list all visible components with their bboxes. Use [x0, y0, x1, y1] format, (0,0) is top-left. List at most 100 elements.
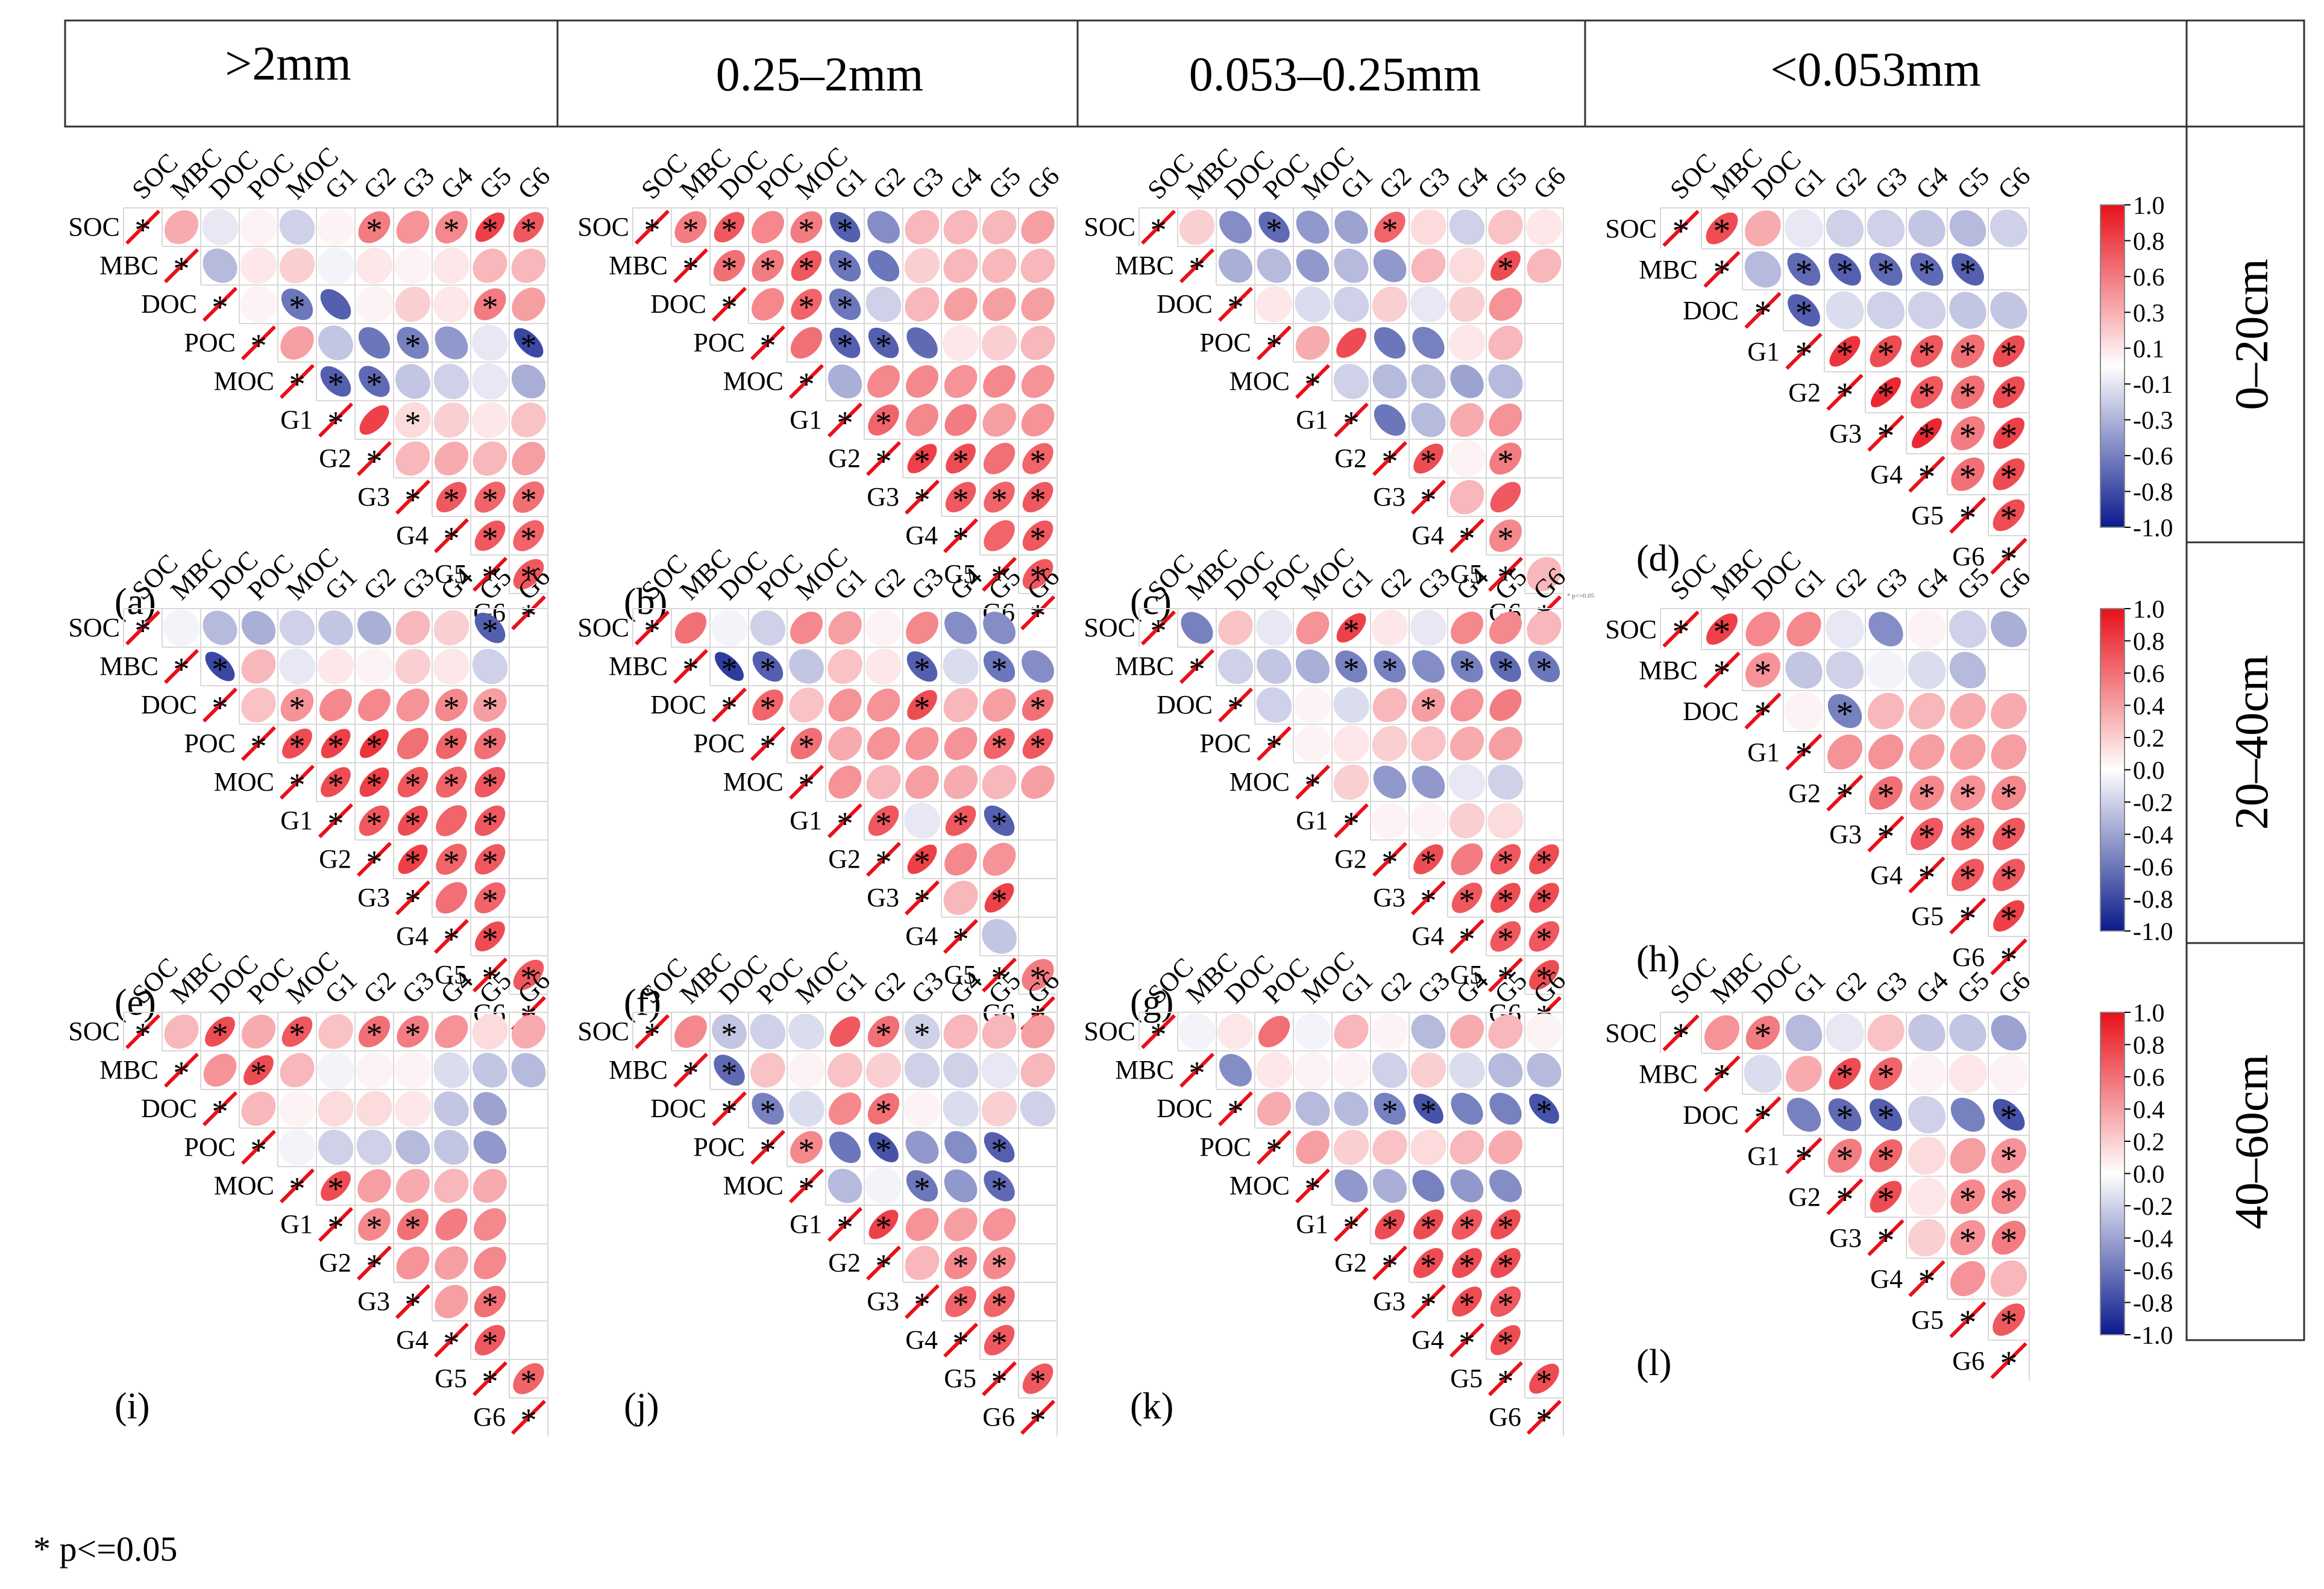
correlation-ellipse [1335, 650, 1368, 683]
diagonal-line [510, 1399, 547, 1435]
correlation-ellipse [241, 649, 276, 684]
correlation-ellipse [1022, 689, 1054, 721]
correlation-ellipse [1950, 1097, 1985, 1132]
correlation-ellipse [1867, 209, 1905, 248]
correlation-ellipse [789, 649, 824, 684]
diagonal-line [356, 841, 392, 877]
significance-mark: * [1189, 250, 1205, 286]
significance-mark: * [366, 443, 382, 479]
correlation-ellipse [1993, 859, 2025, 891]
correlation-ellipse [828, 765, 862, 799]
significance-mark: * [482, 882, 498, 918]
significance-mark: * [366, 1016, 382, 1052]
significance-mark: * [798, 766, 814, 803]
correlation-ellipse [1786, 1097, 1821, 1132]
correlation-ellipse [1826, 651, 1864, 689]
column-label: G3 [905, 161, 949, 205]
correlation-ellipse [1785, 651, 1823, 689]
correlation-ellipse [1021, 403, 1055, 437]
correlation-ellipse [318, 1014, 353, 1049]
column-label: G3 [1412, 562, 1456, 606]
correlation-ellipse [1990, 292, 2027, 329]
diagonal-line [1487, 957, 1524, 993]
significance-mark: * [1420, 1286, 1436, 1322]
correlation-ellipse [1372, 1168, 1407, 1203]
correlation-ellipse [1826, 291, 1864, 330]
correlation-ellipse [1907, 1054, 1947, 1094]
diagonal-line [1256, 726, 1292, 762]
significance-mark: * [1497, 1247, 1513, 1283]
correlation-panel: SOCMBCDOCG1G2G3G4G5G6SOCMBCDOCG1G2G3G4G5… [1605, 947, 2036, 1384]
correlation-ellipse [474, 844, 506, 875]
significance-mark: * [1497, 882, 1513, 918]
significance-mark: * [366, 805, 382, 841]
correlation-ellipse [1488, 1053, 1523, 1088]
correlation-ellipse [1908, 1136, 1946, 1175]
correlation-ellipse [1020, 325, 1055, 360]
row-label: MBC [1115, 1055, 1174, 1085]
column-label: G6 [512, 562, 556, 606]
correlation-ellipse [1449, 286, 1485, 322]
column-label: G4 [1910, 562, 1954, 606]
row-label: G5 [1911, 501, 1944, 530]
significance-mark: * [134, 1016, 151, 1052]
significance-mark: * [991, 1363, 1007, 1399]
column-label: G4 [1450, 161, 1494, 205]
column-label: G6 [1021, 562, 1065, 606]
correlation-ellipse [1867, 291, 1905, 330]
significance-mark: * [2000, 498, 2018, 538]
diagonal-line [673, 648, 709, 685]
correlation-ellipse [474, 1208, 506, 1241]
correlation-ellipse [942, 324, 979, 362]
significance-mark: * [1536, 1363, 1552, 1399]
correlation-ellipse [203, 1053, 237, 1087]
significance-mark: * [327, 366, 344, 402]
row-label: SOC [1084, 212, 1135, 242]
significance-mark: * [952, 1286, 969, 1322]
significance-mark: * [837, 327, 853, 363]
panel-label: (h) [1636, 939, 1680, 980]
correlation-ellipse [395, 364, 430, 399]
diagonal-line [1990, 538, 2027, 575]
significance-mark: * [366, 844, 382, 880]
diagonal-line [1487, 556, 1524, 592]
diagonal-line [1785, 1137, 1823, 1174]
correlation-ellipse [867, 1092, 900, 1125]
significance-mark: * [289, 689, 305, 726]
significance-mark: * [1459, 651, 1475, 687]
correlation-ellipse [1336, 613, 1366, 643]
row-label: DOC [141, 1094, 197, 1123]
correlation-ellipse [1411, 248, 1446, 283]
correlation-ellipse [396, 1246, 430, 1280]
correlation-ellipse [1181, 612, 1213, 644]
size-class-label-2: 0.053–0.25mm [1189, 48, 1481, 101]
significance-mark: * [1795, 735, 1813, 774]
correlation-ellipse [433, 648, 470, 685]
correlation-ellipse [905, 210, 940, 245]
correlation-ellipse [1490, 1248, 1521, 1278]
significance-mark: * [1795, 293, 1813, 333]
row-label: MBC [99, 651, 159, 681]
significance-mark: * [1381, 443, 1398, 479]
column-label: G3 [1869, 161, 1913, 205]
significance-mark: * [1536, 1402, 1552, 1438]
correlation-ellipse [1022, 728, 1054, 759]
correlation-ellipse [435, 211, 468, 243]
panel-label: (g) [1130, 982, 1173, 1023]
significance-mark: * [798, 1170, 814, 1206]
significance-mark: * [991, 1324, 1007, 1361]
diagonal-line [1826, 774, 1864, 812]
correlation-ellipse [359, 366, 390, 397]
correlation-ellipse [201, 208, 239, 246]
correlation-ellipse [1870, 1099, 1902, 1131]
row-label: G1 [1296, 405, 1328, 434]
correlation-ellipse [943, 688, 978, 722]
correlation-ellipse [434, 1130, 469, 1165]
significance-mark: * [1029, 559, 1046, 595]
significance-mark: * [1836, 334, 1854, 374]
correlation-ellipse [1993, 1099, 2025, 1131]
correlation-ellipse [205, 1017, 235, 1047]
column-label: G2 [1373, 965, 1417, 1009]
correlation-ellipse [906, 612, 938, 644]
correlation-ellipse [1295, 1091, 1330, 1126]
